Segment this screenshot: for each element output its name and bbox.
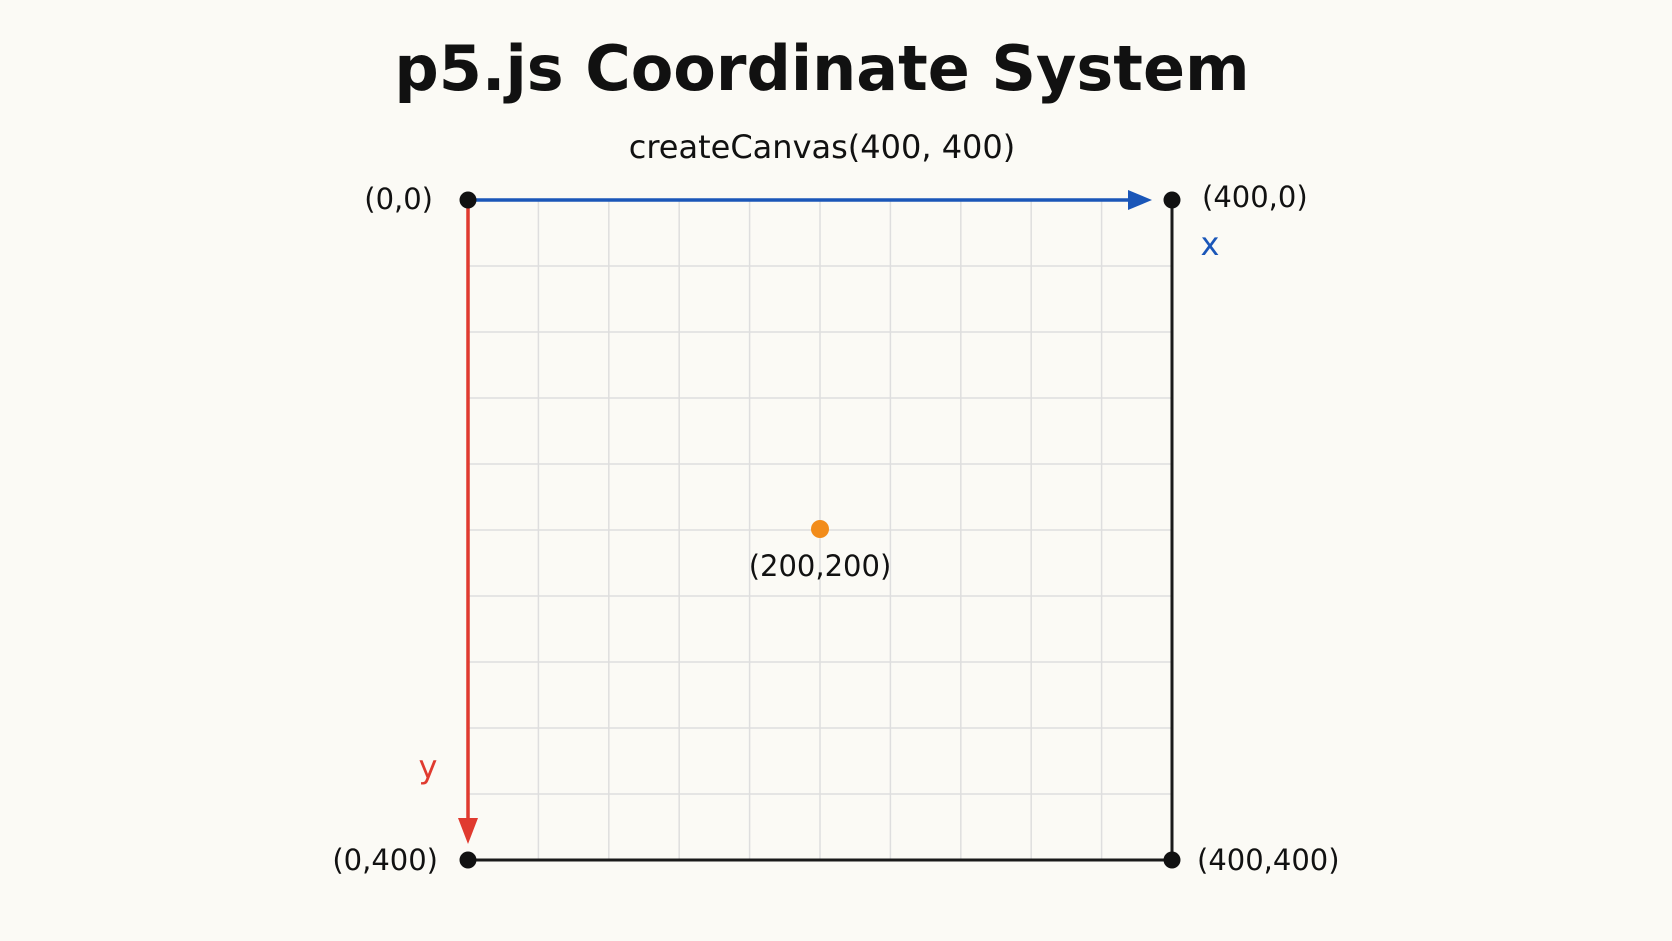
page-subtitle: createCanvas(400, 400): [629, 128, 1016, 166]
page-title: p5.js Coordinate System: [394, 32, 1249, 105]
y-axis-arrowhead-icon: [458, 818, 478, 844]
y-axis-label: y: [419, 748, 438, 786]
canvas-frame: [468, 200, 1174, 862]
center-point: [811, 520, 829, 538]
corner-label-top-right: (400,0): [1202, 180, 1308, 214]
center-point-label: (200,200): [749, 549, 892, 583]
corner-label-top-left: (0,0): [364, 182, 433, 216]
corner-label-bottom-left: (0,400): [332, 843, 438, 877]
x-axis-label: x: [1201, 225, 1220, 263]
corner-label-bottom-right: (400,400): [1197, 843, 1340, 877]
x-axis-arrowhead-icon: [1128, 190, 1152, 210]
coordinate-labels: (0,0) (400,0) (0,400) (400,400) (200,200): [332, 180, 1339, 877]
coordinate-axes: xy: [419, 190, 1220, 844]
coordinate-points: [459, 191, 1181, 869]
corner-point-bottom-right: [1163, 851, 1181, 869]
corner-point-bottom-left: [459, 851, 477, 869]
corner-point-top-left: [459, 191, 477, 209]
corner-point-top-right: [1163, 191, 1181, 209]
